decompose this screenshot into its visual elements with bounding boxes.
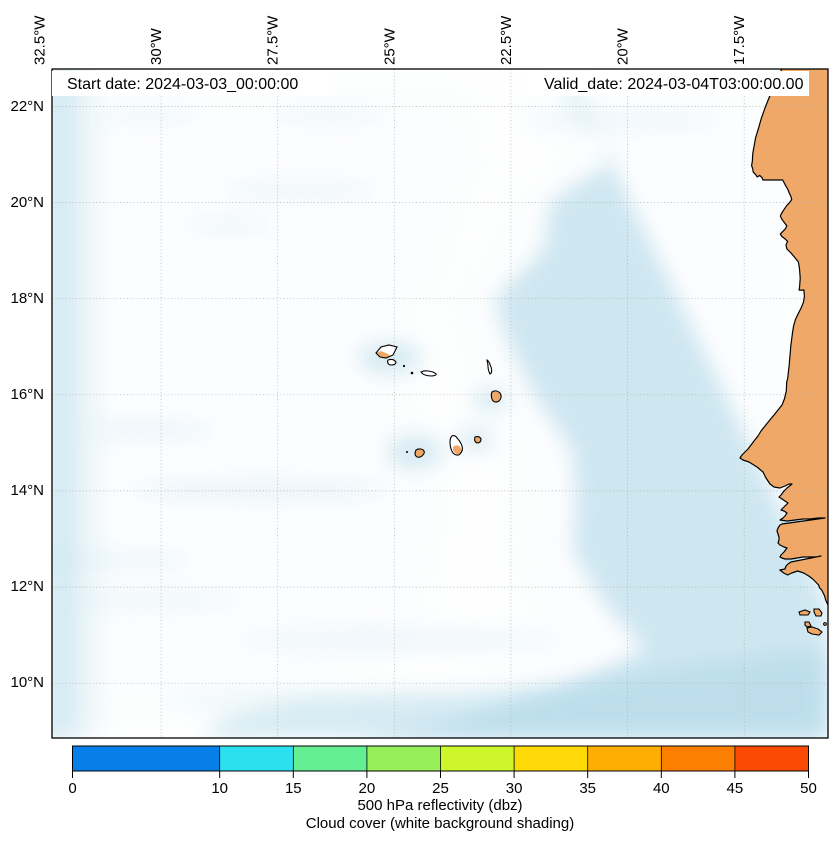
svg-text:30°W: 30°W xyxy=(148,27,165,65)
svg-text:17.5°W: 17.5°W xyxy=(731,15,748,65)
svg-text:15: 15 xyxy=(285,780,302,797)
svg-text:10°N: 10°N xyxy=(10,674,44,691)
svg-text:20°W: 20°W xyxy=(615,27,632,65)
svg-text:500 hPa reflectivity (dbz): 500 hPa reflectivity (dbz) xyxy=(357,797,522,814)
svg-text:32.5°W: 32.5°W xyxy=(32,15,49,65)
svg-text:0: 0 xyxy=(68,780,76,797)
svg-text:25: 25 xyxy=(432,780,449,797)
svg-text:25°W: 25°W xyxy=(381,27,398,65)
svg-text:Start date: 2024-03-03_00:00:0: Start date: 2024-03-03_00:00:00 xyxy=(67,76,298,93)
svg-text:14°N: 14°N xyxy=(10,482,44,499)
svg-text:20°N: 20°N xyxy=(10,194,44,211)
svg-text:45: 45 xyxy=(727,780,744,797)
svg-text:50: 50 xyxy=(800,780,817,797)
svg-text:10: 10 xyxy=(211,780,228,797)
svg-text:Valid_date: 2024-03-04T03:00:0: Valid_date: 2024-03-04T03:00:00.00 xyxy=(544,76,804,93)
svg-text:27.5°W: 27.5°W xyxy=(265,15,282,65)
svg-text:35: 35 xyxy=(579,780,596,797)
svg-text:40: 40 xyxy=(653,780,670,797)
svg-text:22°N: 22°N xyxy=(10,98,44,115)
svg-text:22.5°W: 22.5°W xyxy=(498,15,515,65)
svg-text:Cloud cover (white background: Cloud cover (white background shading) xyxy=(306,815,574,832)
svg-text:12°N: 12°N xyxy=(10,578,44,595)
svg-text:18°N: 18°N xyxy=(10,290,44,307)
svg-text:30: 30 xyxy=(506,780,523,797)
svg-text:16°N: 16°N xyxy=(10,386,44,403)
svg-text:20: 20 xyxy=(359,780,376,797)
